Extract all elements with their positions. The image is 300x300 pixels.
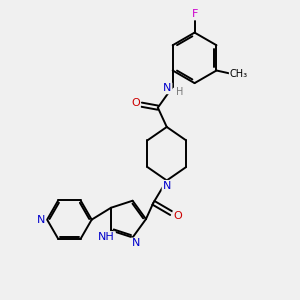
- Text: H: H: [176, 87, 184, 97]
- Text: CH₃: CH₃: [230, 69, 248, 79]
- Text: N: N: [37, 214, 45, 225]
- Text: O: O: [173, 211, 182, 221]
- Text: N: N: [163, 181, 171, 191]
- Text: F: F: [191, 9, 198, 19]
- Text: O: O: [131, 98, 140, 108]
- Text: N: N: [163, 83, 172, 93]
- Text: N: N: [131, 238, 140, 248]
- Text: NH: NH: [98, 232, 115, 242]
